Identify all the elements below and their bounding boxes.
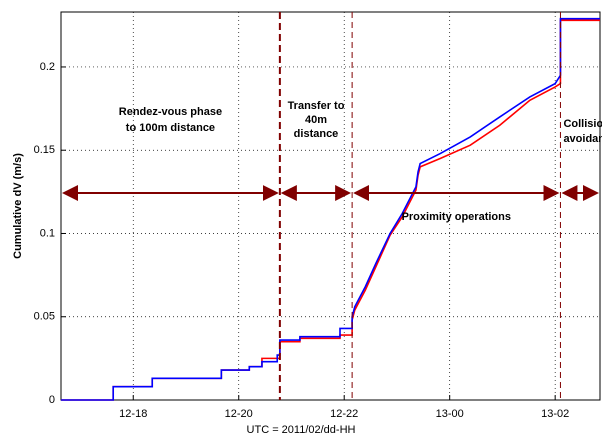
phase-label: avoidance bbox=[563, 133, 602, 145]
x-tick-label: 12-18 bbox=[119, 408, 147, 420]
phase-label: to 100m distance bbox=[126, 122, 215, 134]
x-tick-label: 12-22 bbox=[330, 408, 358, 420]
y-tick-label: 0.1 bbox=[40, 227, 55, 239]
y-tick-label: 0.15 bbox=[34, 144, 55, 156]
phase-label: Rendez-vous phase bbox=[119, 106, 222, 118]
x-axis-label: UTC = 2011/02/dd-HH bbox=[247, 424, 356, 436]
phase-label: Proximity operations bbox=[402, 211, 511, 223]
phase-label: distance bbox=[294, 128, 339, 140]
y-tick-label: 0.05 bbox=[34, 311, 55, 323]
y-tick-label: 0.2 bbox=[40, 61, 55, 73]
y-axis-label: Cumulative dV (m/s) bbox=[12, 153, 24, 259]
x-tick-label: 12-20 bbox=[225, 408, 253, 420]
phase-label: Transfer to bbox=[288, 100, 345, 112]
phase-label: 40m bbox=[305, 114, 327, 126]
x-tick-label: 13-00 bbox=[436, 408, 464, 420]
y-tick-label: 0 bbox=[49, 394, 55, 406]
phase-label: Collision bbox=[563, 118, 602, 130]
plot-frame bbox=[60, 11, 601, 401]
series-line bbox=[61, 17, 600, 401]
x-tick-label: 13-02 bbox=[541, 408, 569, 420]
